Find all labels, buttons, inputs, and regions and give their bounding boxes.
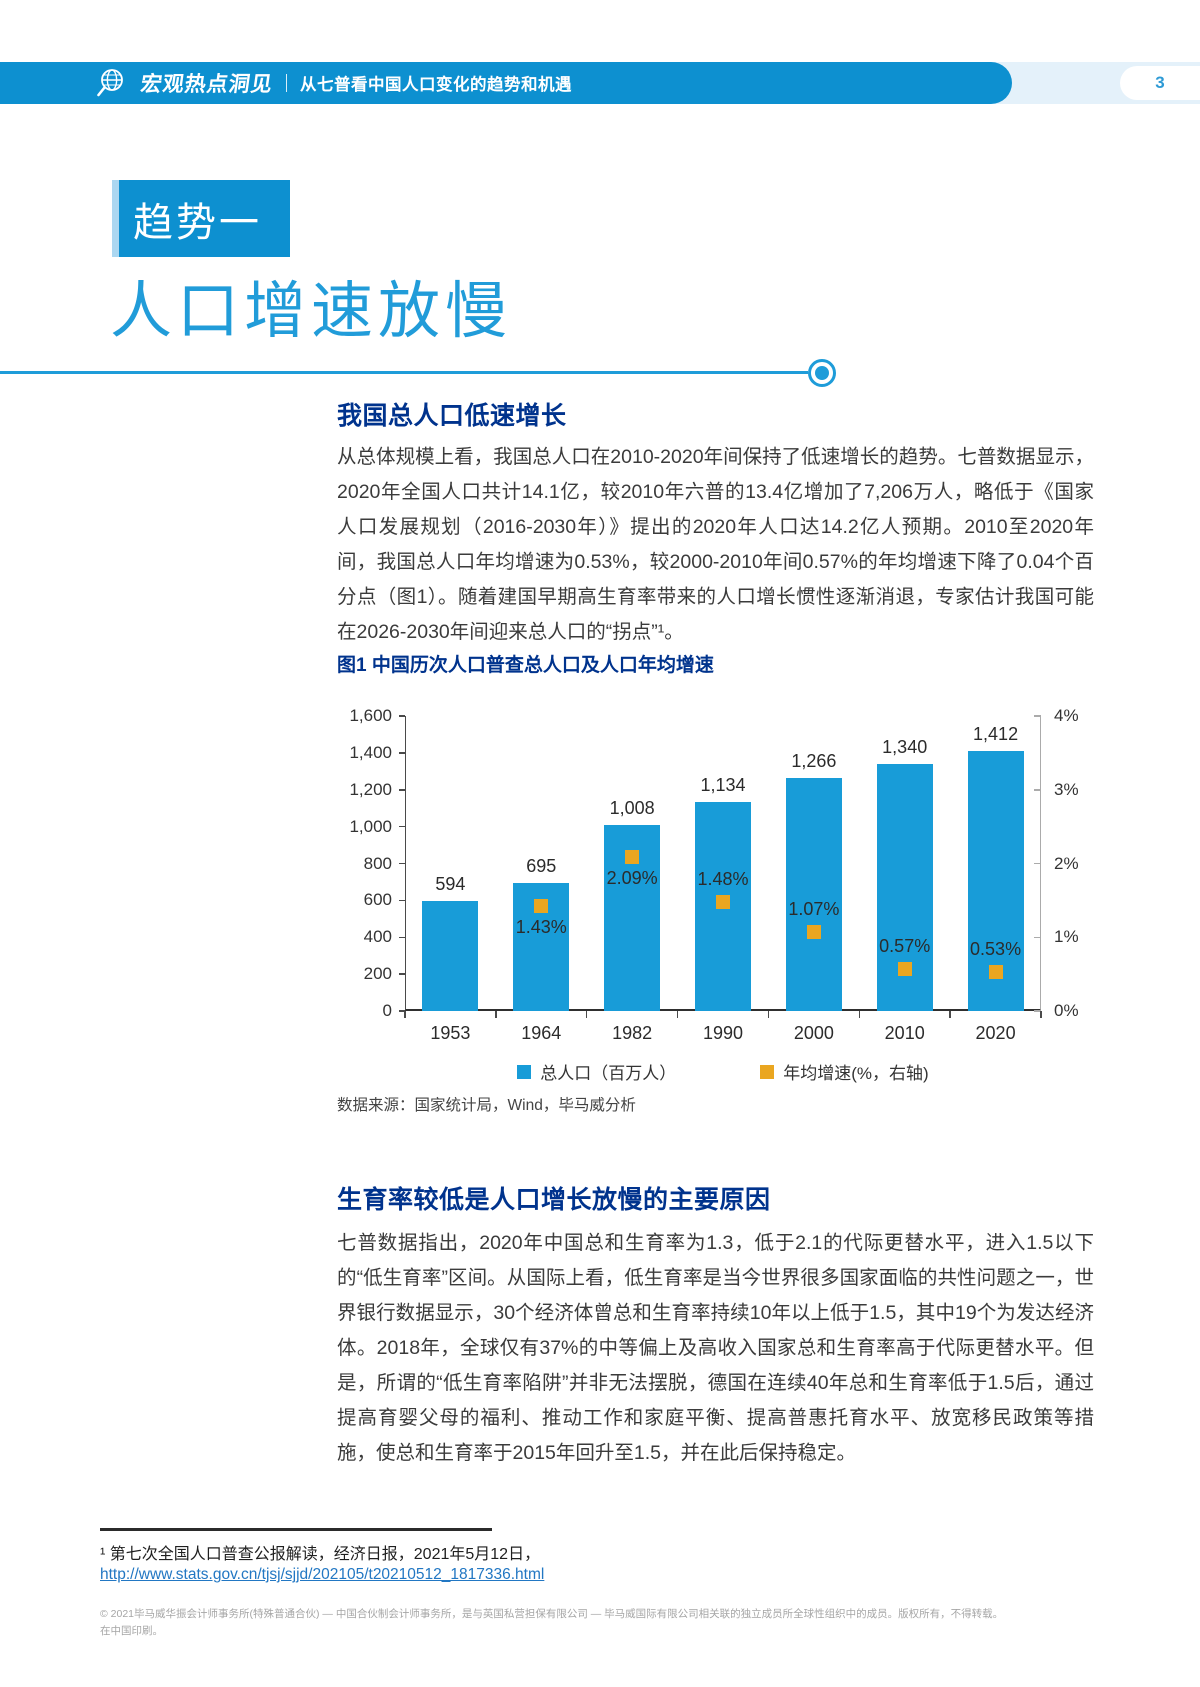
left-axis-tick <box>399 899 405 902</box>
growth-marker <box>806 925 821 940</box>
page-footer: © 2021毕马威华振会计师事务所(特殊普通合伙) — 中国合伙制会计师事务所，… <box>100 1606 1110 1640</box>
section1-heading: 我国总人口低速增长 <box>337 402 567 430</box>
trend-badge: 趋势一 <box>119 180 290 257</box>
x-axis-tick <box>585 1011 588 1018</box>
header-separator <box>286 74 287 92</box>
right-axis-tick <box>1034 789 1041 791</box>
growth-value-label: 0.57% <box>879 935 931 956</box>
legend-swatch-icon <box>517 1064 532 1079</box>
right-axis-tick-label: 4% <box>1054 706 1079 725</box>
x-axis-tick <box>404 1011 406 1018</box>
bar-value-label: 1,340 <box>882 736 928 757</box>
left-axis-tick-label: 800 <box>363 853 392 873</box>
left-axis-tick-label: 0 <box>382 1001 392 1020</box>
legend-item: 年均增速(%，右轴) <box>760 1059 929 1084</box>
x-axis-label: 1964 <box>521 1023 562 1043</box>
growth-value-label: 0.53% <box>970 938 1022 959</box>
trend-badge-label: 趋势一 <box>133 200 262 245</box>
right-axis-tick <box>1034 936 1041 938</box>
growth-marker <box>625 849 640 864</box>
bar-value-label: 1,412 <box>973 723 1019 744</box>
left-axis-tick-label: 400 <box>363 927 392 947</box>
section2-heading: 生育率较低是人口增长放慢的主要原因 <box>337 1186 771 1214</box>
growth-value-label: 1.48% <box>697 868 749 889</box>
right-axis-tick-label: 3% <box>1054 779 1079 799</box>
growth-marker <box>897 961 912 976</box>
left-axis-tick-label: 1,200 <box>349 779 392 799</box>
growth-value-label: 1.07% <box>788 899 840 920</box>
left-axis-tick <box>399 752 405 754</box>
legend-label: 总人口（百万人） <box>540 1064 677 1083</box>
population-bar <box>422 901 479 1011</box>
section-divider-line <box>0 371 808 374</box>
bar-value-label: 1,134 <box>700 774 746 795</box>
page-header: 宏观热点洞见 从七普看中国人口变化的趋势和机遇 3 <box>0 62 1200 104</box>
page-number-badge: 3 <box>1120 66 1200 100</box>
x-axis-label: 1982 <box>612 1023 653 1043</box>
left-axis-tick-label: 1,600 <box>349 706 392 725</box>
right-axis-tick-label: 2% <box>1054 853 1079 873</box>
footer-printed-line: 在中国印刷。 <box>100 1625 163 1637</box>
x-axis-label: 1953 <box>430 1023 471 1043</box>
trend-accent-strip <box>112 180 119 257</box>
x-axis-tick <box>767 1011 770 1018</box>
left-axis-tick <box>399 825 405 828</box>
x-axis-tick <box>495 1011 497 1018</box>
right-axis-tick-label: 0% <box>1054 1001 1079 1020</box>
right-axis-tick <box>1034 715 1041 717</box>
document-title: 从七普看中国人口变化的趋势和机遇 <box>300 76 572 94</box>
section2-paragraph: 七普数据指出，2020年中国总和生育率为1.3，低于2.1的代际更替水平，进入1… <box>337 1232 1094 1464</box>
growth-marker <box>534 898 549 913</box>
growth-marker <box>716 894 730 909</box>
x-axis-tick <box>858 1011 861 1018</box>
legend-swatch-icon <box>760 1064 775 1079</box>
footnote-rule <box>100 1528 492 1531</box>
header-bar: 宏观热点洞见 从七普看中国人口变化的趋势和机遇 <box>0 62 1012 104</box>
trend-title: 人口增速放慢 <box>110 277 513 346</box>
left-axis-tick <box>399 936 405 938</box>
x-axis-label: 2020 <box>975 1023 1016 1043</box>
left-axis-tick-label: 600 <box>363 890 392 910</box>
brand-title: 宏观热点洞见 <box>139 73 275 96</box>
x-axis-label: 2010 <box>884 1023 925 1043</box>
growth-value-label: 2.09% <box>606 867 658 888</box>
bar-value-label: 1,008 <box>609 798 655 819</box>
right-axis-tick-label: 1% <box>1054 927 1079 947</box>
x-axis-tick <box>676 1011 679 1018</box>
x-axis-label: 1990 <box>702 1023 744 1043</box>
right-axis-tick <box>1034 862 1041 865</box>
legend-item: 总人口（百万人） <box>517 1059 676 1084</box>
left-axis-tick <box>399 1010 405 1012</box>
left-axis-tick-label: 1,000 <box>349 816 392 836</box>
left-axis-tick <box>399 715 405 717</box>
section1-paragraph: 从总体规模上看，我国总人口在2010-2020年间保持了低速增长的趋势。七普数据… <box>337 446 1094 643</box>
left-axis-tick-label: 1,400 <box>349 742 392 762</box>
growth-marker <box>988 964 1003 979</box>
x-axis-label: 2000 <box>793 1023 834 1043</box>
population-bar <box>785 777 842 1011</box>
left-axis-tick-label: 200 <box>363 964 392 984</box>
x-axis-tick <box>949 1011 951 1018</box>
x-axis-tick <box>1040 1011 1042 1018</box>
footnote-link[interactable]: http://www.stats.gov.cn/tjsj/sjjd/202105… <box>100 1566 545 1583</box>
left-axis-tick <box>399 789 405 791</box>
figure1-chart: 0 200 400 600 800 1,000 1,200 1,400 1,600 0% 1% 2% 3… <box>337 698 1094 1118</box>
left-axis-tick <box>399 973 405 975</box>
bar-value-label: 695 <box>526 855 557 876</box>
right-axis-tick <box>1034 1010 1041 1012</box>
footnote-text: ¹ 第七次全国人口普查公报解读，经济日报，2021年5月12日， <box>100 1546 541 1563</box>
legend-label: 年均增速(%，右轴) <box>783 1064 929 1083</box>
growth-value-label: 1.43% <box>515 916 567 937</box>
footer-copyright-line: © 2021毕马威华振会计师事务所(特殊普通合伙) — 中国合伙制会计师事务所，… <box>100 1608 1004 1620</box>
magnifier-globe-icon <box>94 67 128 99</box>
left-axis-tick <box>399 862 405 865</box>
bar-value-label: 594 <box>435 874 466 895</box>
figure1-source: 数据来源：国家统计局，Wind，毕马威分析 <box>337 1097 636 1114</box>
divider-dot-icon <box>808 359 836 387</box>
figure1-title: 图1 中国历次人口普查总人口及人口年均增速 <box>337 655 714 676</box>
page-number: 3 <box>1155 73 1165 92</box>
bar-value-label: 1,266 <box>791 750 837 771</box>
chart-legend: 总人口（百万人） 年均增速(%，右轴) <box>405 1059 1041 1084</box>
